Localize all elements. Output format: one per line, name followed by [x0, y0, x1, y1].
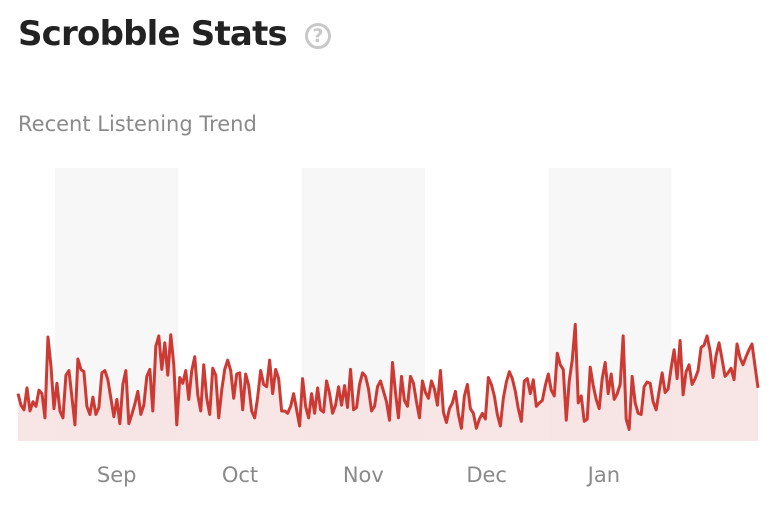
- listening-trend-chart: Sep Oct Nov Dec Jan: [16, 168, 760, 487]
- x-tick-dec: Dec: [466, 463, 507, 487]
- x-tick-nov: Nov: [343, 463, 384, 487]
- x-tick-jan: Jan: [586, 463, 620, 487]
- page-title: Scrobble Stats: [18, 14, 288, 54]
- question-circle-icon[interactable]: ?: [304, 23, 331, 49]
- x-axis-ticks: Sep Oct Nov Dec Jan: [97, 463, 620, 487]
- month-bands: [55, 168, 672, 441]
- x-tick-oct: Oct: [222, 463, 258, 487]
- chart-title: Recent Listening Trend: [18, 112, 257, 136]
- x-tick-sep: Sep: [97, 463, 137, 487]
- trend-line: [16, 322, 760, 431]
- stats-header: Scrobble Stats ?: [18, 14, 331, 54]
